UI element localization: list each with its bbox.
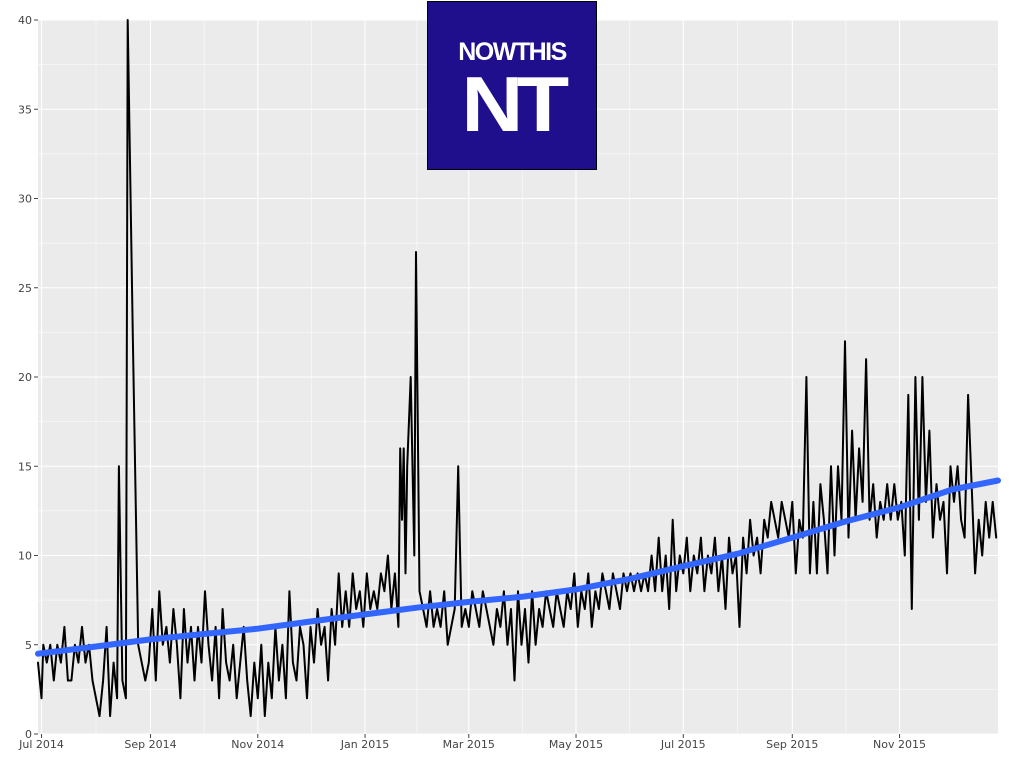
- series-layer: [35, 19, 1001, 718]
- x-tick-label: Mar 2015: [443, 738, 495, 751]
- logo-mark: NT: [461, 60, 569, 148]
- y-tick-label: 35: [18, 103, 32, 116]
- y-tick-label: 40: [18, 14, 32, 27]
- trend-line: [35, 477, 1001, 657]
- x-tick-label: Sep 2015: [766, 738, 818, 751]
- daily-series-line: [37, 19, 998, 718]
- y-axis: 0 5 10 15 20 25 30 35 40: [18, 14, 38, 741]
- x-tick-label: Nov 2015: [873, 738, 926, 751]
- x-tick-label: Jan 2015: [340, 738, 389, 751]
- x-tick-label: Nov 2014: [231, 738, 284, 751]
- x-tick-label: Jul 2015: [660, 738, 706, 751]
- logo-wordmark: NOWTHIS: [458, 38, 567, 66]
- y-tick-label: 25: [18, 282, 32, 295]
- x-tick-label: May 2015: [549, 738, 603, 751]
- y-tick-label: 10: [18, 550, 32, 563]
- y-tick-label: 15: [18, 460, 32, 473]
- x-tick-label: Jul 2014: [18, 738, 64, 751]
- x-axis: Jul 2014 Sep 2014 Nov 2014 Jan 2015 Mar 2015…: [18, 734, 926, 751]
- x-tick-label: Sep 2014: [124, 738, 176, 751]
- y-tick-label: 0: [25, 728, 32, 741]
- y-tick-label: 5: [25, 639, 32, 652]
- nowthis-logo: NOWTHIS NT: [427, 1, 597, 170]
- y-tick-label: 30: [18, 193, 32, 206]
- y-tick-label: 20: [18, 371, 32, 384]
